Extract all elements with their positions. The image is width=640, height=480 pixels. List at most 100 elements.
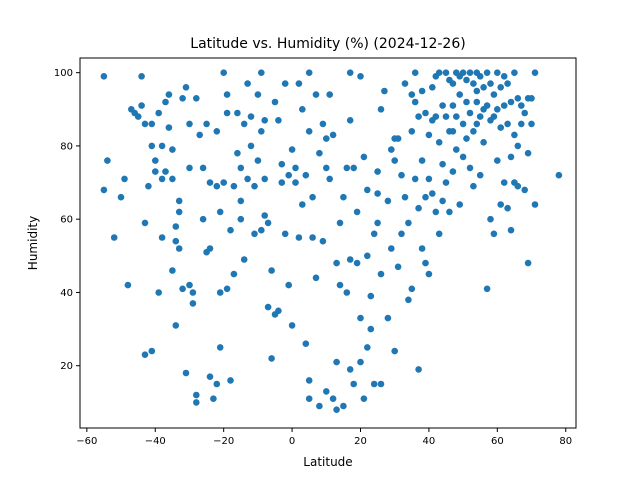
data-point	[353, 259, 361, 267]
data-point	[494, 106, 501, 113]
data-point	[418, 87, 426, 95]
data-point	[145, 182, 152, 190]
data-point	[507, 153, 515, 161]
data-point	[500, 73, 508, 80]
data-point	[346, 256, 354, 263]
data-point	[435, 69, 443, 76]
x-tick-label: −60	[76, 436, 97, 447]
data-point	[258, 69, 265, 76]
data-point	[497, 84, 505, 91]
data-point	[357, 314, 364, 322]
data-point	[155, 109, 162, 117]
data-point	[179, 285, 186, 293]
data-point	[333, 358, 340, 366]
data-point	[271, 98, 279, 106]
data-point	[456, 91, 464, 98]
data-point	[292, 164, 299, 172]
data-point	[439, 160, 446, 168]
data-point	[476, 171, 484, 179]
data-point	[230, 182, 238, 190]
data-point	[463, 135, 470, 142]
data-point	[401, 80, 409, 87]
data-point	[152, 157, 159, 164]
data-point	[459, 69, 467, 76]
data-point	[346, 69, 354, 76]
data-point	[377, 270, 385, 278]
data-point	[453, 146, 460, 153]
data-point	[442, 179, 450, 186]
data-point	[490, 91, 498, 98]
data-point	[158, 142, 166, 150]
data-point	[165, 91, 173, 98]
data-point	[100, 73, 108, 80]
data-point	[155, 289, 162, 296]
data-point	[172, 322, 180, 329]
data-point	[377, 380, 385, 388]
data-point	[343, 164, 351, 172]
data-point	[261, 175, 269, 183]
data-point	[473, 98, 481, 106]
data-point	[353, 208, 361, 216]
data-point	[329, 131, 337, 139]
data-point	[275, 307, 282, 315]
data-point	[326, 175, 334, 183]
data-point	[240, 120, 248, 128]
data-point	[230, 270, 238, 278]
data-point	[432, 208, 440, 216]
data-point	[343, 289, 351, 296]
data-point	[442, 113, 450, 120]
data-point	[487, 80, 494, 87]
data-point	[528, 120, 535, 128]
data-point	[193, 391, 200, 399]
data-point	[422, 109, 429, 117]
data-point	[305, 395, 313, 403]
data-point	[504, 120, 511, 128]
data-point	[227, 226, 234, 234]
data-point	[158, 234, 166, 241]
data-point	[100, 186, 108, 194]
data-point	[220, 179, 227, 186]
data-point	[234, 109, 241, 117]
data-point	[220, 69, 227, 76]
x-tick-label: 60	[491, 436, 504, 447]
data-point	[121, 175, 128, 183]
data-point	[227, 377, 234, 384]
data-point	[179, 95, 186, 102]
data-point	[425, 175, 433, 183]
data-point	[193, 95, 200, 102]
data-point	[162, 168, 169, 175]
data-point	[405, 296, 412, 304]
data-point	[268, 355, 275, 362]
data-point	[483, 69, 491, 76]
data-point	[305, 128, 313, 135]
data-point	[466, 109, 474, 117]
data-point	[206, 245, 214, 252]
y-tick-label: 20	[60, 361, 73, 372]
data-point	[364, 186, 371, 194]
data-point	[189, 300, 197, 307]
plot-frame	[79, 57, 577, 429]
data-point	[175, 197, 183, 205]
data-point	[299, 106, 306, 113]
data-point	[507, 98, 515, 106]
data-point	[319, 237, 327, 245]
data-point	[148, 120, 156, 128]
y-tick-label: 60	[60, 215, 73, 226]
data-point	[439, 197, 446, 205]
x-tick-label: 40	[423, 436, 436, 447]
data-point	[480, 139, 487, 146]
data-point	[411, 69, 419, 76]
data-point	[466, 69, 474, 76]
data-point	[473, 87, 481, 95]
data-point	[134, 113, 142, 120]
x-tick-label: 80	[559, 436, 572, 447]
x-tick-label: 0	[289, 436, 295, 447]
data-point	[251, 230, 258, 238]
data-point	[449, 128, 457, 135]
data-point	[398, 171, 405, 179]
data-point	[511, 69, 518, 76]
data-point	[476, 73, 484, 80]
data-point	[490, 230, 498, 238]
data-point	[213, 182, 221, 190]
data-point	[210, 395, 217, 403]
